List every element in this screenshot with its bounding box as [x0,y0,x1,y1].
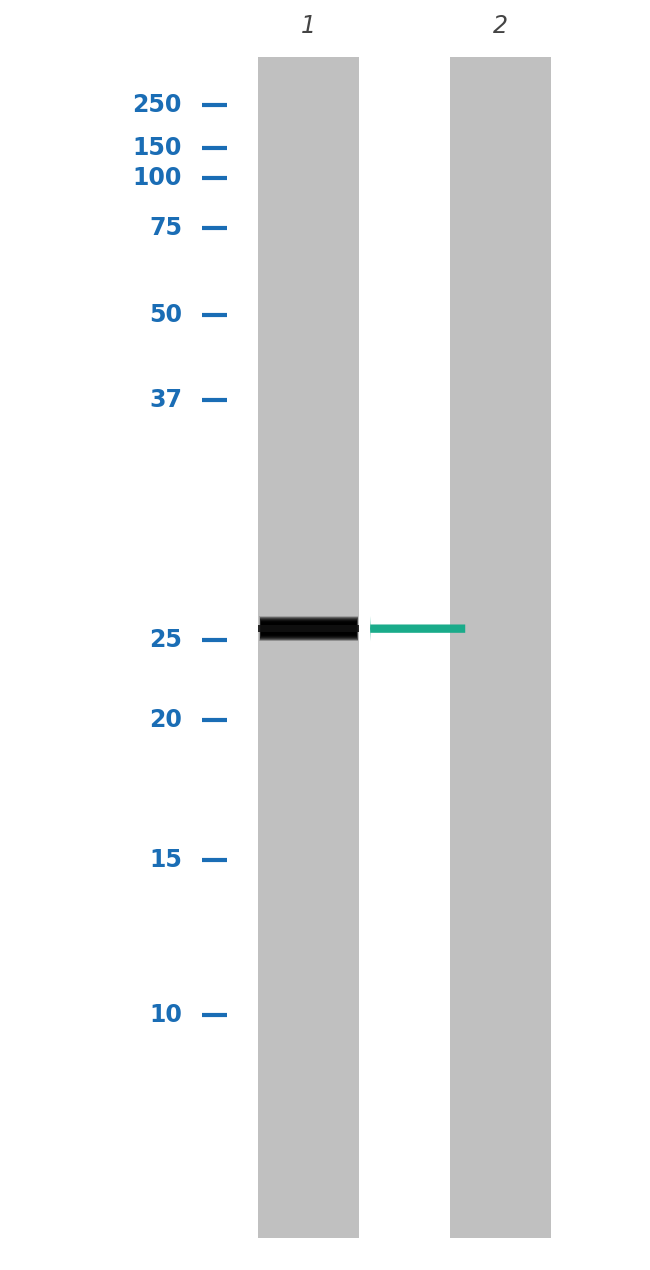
Bar [259,57,359,1238]
Bar [261,622,356,635]
Bar [261,622,356,635]
Text: 250: 250 [133,93,182,117]
Bar [259,617,358,640]
Text: 50: 50 [149,304,182,326]
Bar [261,622,356,635]
Text: 100: 100 [133,166,182,190]
Bar [261,620,357,638]
Bar [262,624,356,634]
Bar [260,617,358,640]
Bar [262,625,356,632]
Bar [260,617,358,640]
Bar [261,621,357,636]
Text: 1: 1 [301,14,317,38]
Text: 37: 37 [149,389,182,411]
Bar [259,616,358,641]
Bar [450,57,551,1238]
Bar [261,624,356,634]
Text: 15: 15 [149,848,182,872]
Bar [261,621,357,636]
Text: 75: 75 [149,216,182,240]
Bar [261,620,357,638]
Bar [261,620,357,638]
Text: 2: 2 [493,14,508,38]
Text: 25: 25 [149,627,182,652]
Bar [260,618,358,639]
Text: 20: 20 [149,707,182,732]
Bar [261,620,357,638]
Bar [260,618,358,639]
Bar [260,617,358,640]
Bar [261,622,356,635]
Bar [261,621,357,636]
Bar [261,621,357,636]
Bar [260,618,358,639]
Bar [259,625,359,632]
Bar [260,618,358,639]
Text: 10: 10 [149,1003,182,1027]
Bar [262,625,356,632]
Bar [261,624,356,634]
Bar [262,625,356,632]
Bar [259,616,358,641]
Text: 150: 150 [133,136,182,160]
Bar [259,616,358,641]
Bar [261,624,356,634]
